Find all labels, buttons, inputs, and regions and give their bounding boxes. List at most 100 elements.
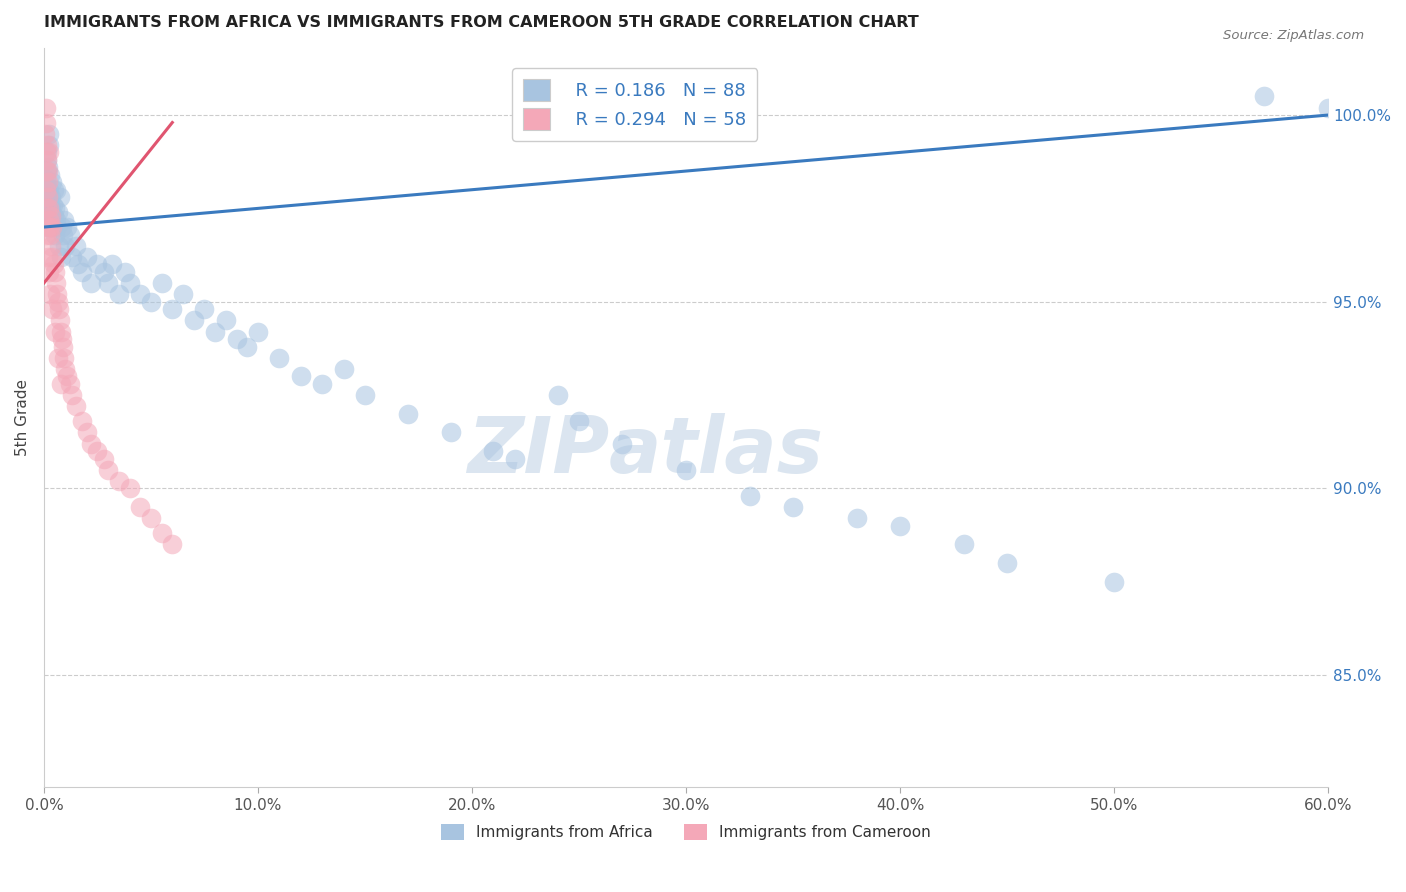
Point bbox=[37, 190, 59, 204]
Point bbox=[46, 294, 69, 309]
Point bbox=[35, 171, 58, 186]
Point bbox=[49, 250, 72, 264]
Point bbox=[48, 238, 70, 252]
Legend: Immigrants from Africa, Immigrants from Cameroon: Immigrants from Africa, Immigrants from … bbox=[436, 818, 936, 846]
Point bbox=[49, 325, 72, 339]
Point bbox=[45, 287, 67, 301]
Point bbox=[53, 362, 76, 376]
Point bbox=[35, 137, 58, 152]
Point bbox=[39, 212, 62, 227]
Point bbox=[72, 414, 94, 428]
Point bbox=[42, 197, 65, 211]
Point bbox=[35, 145, 58, 160]
Point bbox=[172, 287, 194, 301]
Point bbox=[41, 202, 63, 216]
Point bbox=[52, 227, 75, 242]
Point bbox=[150, 276, 173, 290]
Point bbox=[35, 164, 58, 178]
Point bbox=[37, 250, 59, 264]
Point bbox=[354, 388, 377, 402]
Point bbox=[38, 202, 60, 216]
Point bbox=[35, 179, 58, 194]
Point bbox=[44, 227, 66, 242]
Point bbox=[58, 376, 80, 391]
Point bbox=[45, 212, 67, 227]
Point bbox=[396, 407, 419, 421]
Point bbox=[41, 175, 63, 189]
Y-axis label: 5th Grade: 5th Grade bbox=[15, 379, 30, 456]
Point bbox=[35, 202, 58, 216]
Point bbox=[38, 137, 60, 152]
Point bbox=[439, 425, 461, 440]
Point bbox=[46, 351, 69, 365]
Point bbox=[53, 351, 76, 365]
Point bbox=[37, 209, 59, 223]
Point bbox=[953, 537, 976, 551]
Point bbox=[129, 500, 152, 514]
Point bbox=[311, 376, 333, 391]
Point bbox=[204, 325, 226, 339]
Point bbox=[41, 302, 63, 317]
Point bbox=[76, 425, 98, 440]
Point bbox=[37, 161, 59, 175]
Point bbox=[53, 212, 76, 227]
Point bbox=[215, 313, 238, 327]
Point bbox=[39, 190, 62, 204]
Point bbox=[38, 197, 60, 211]
Point bbox=[56, 220, 79, 235]
Point bbox=[129, 287, 152, 301]
Point bbox=[35, 227, 58, 242]
Point bbox=[42, 209, 65, 223]
Point bbox=[35, 183, 58, 197]
Point bbox=[39, 168, 62, 182]
Text: atlas: atlas bbox=[609, 413, 824, 489]
Point bbox=[49, 313, 72, 327]
Point bbox=[37, 220, 59, 235]
Point bbox=[107, 287, 129, 301]
Point bbox=[42, 257, 65, 271]
Point bbox=[45, 183, 67, 197]
Point bbox=[35, 202, 58, 216]
Point bbox=[51, 332, 73, 346]
Point bbox=[93, 451, 115, 466]
Point bbox=[58, 227, 80, 242]
Point bbox=[39, 209, 62, 223]
Point bbox=[846, 511, 869, 525]
Point bbox=[225, 332, 247, 346]
Point bbox=[35, 153, 58, 167]
Point bbox=[76, 250, 98, 264]
Point bbox=[107, 474, 129, 488]
Point bbox=[38, 205, 60, 219]
Point bbox=[332, 362, 354, 376]
Point bbox=[118, 482, 141, 496]
Point bbox=[114, 265, 136, 279]
Point bbox=[45, 276, 67, 290]
Point bbox=[37, 220, 59, 235]
Point bbox=[48, 302, 70, 317]
Point bbox=[45, 220, 67, 235]
Point bbox=[97, 276, 120, 290]
Point bbox=[80, 436, 103, 450]
Point bbox=[37, 153, 59, 167]
Point bbox=[482, 444, 505, 458]
Point bbox=[34, 127, 56, 141]
Point bbox=[67, 257, 90, 271]
Point bbox=[162, 537, 184, 551]
Point bbox=[34, 190, 56, 204]
Point bbox=[41, 220, 63, 235]
Point bbox=[51, 376, 73, 391]
Point bbox=[65, 399, 87, 413]
Point bbox=[782, 500, 804, 514]
Text: Source: ZipAtlas.com: Source: ZipAtlas.com bbox=[1223, 29, 1364, 42]
Point bbox=[52, 340, 75, 354]
Point bbox=[60, 250, 83, 264]
Point bbox=[38, 220, 60, 235]
Point bbox=[34, 115, 56, 129]
Point bbox=[39, 287, 62, 301]
Point bbox=[35, 101, 58, 115]
Point bbox=[740, 489, 762, 503]
Point bbox=[269, 351, 291, 365]
Point bbox=[44, 325, 66, 339]
Point bbox=[1102, 574, 1125, 589]
Point bbox=[34, 212, 56, 227]
